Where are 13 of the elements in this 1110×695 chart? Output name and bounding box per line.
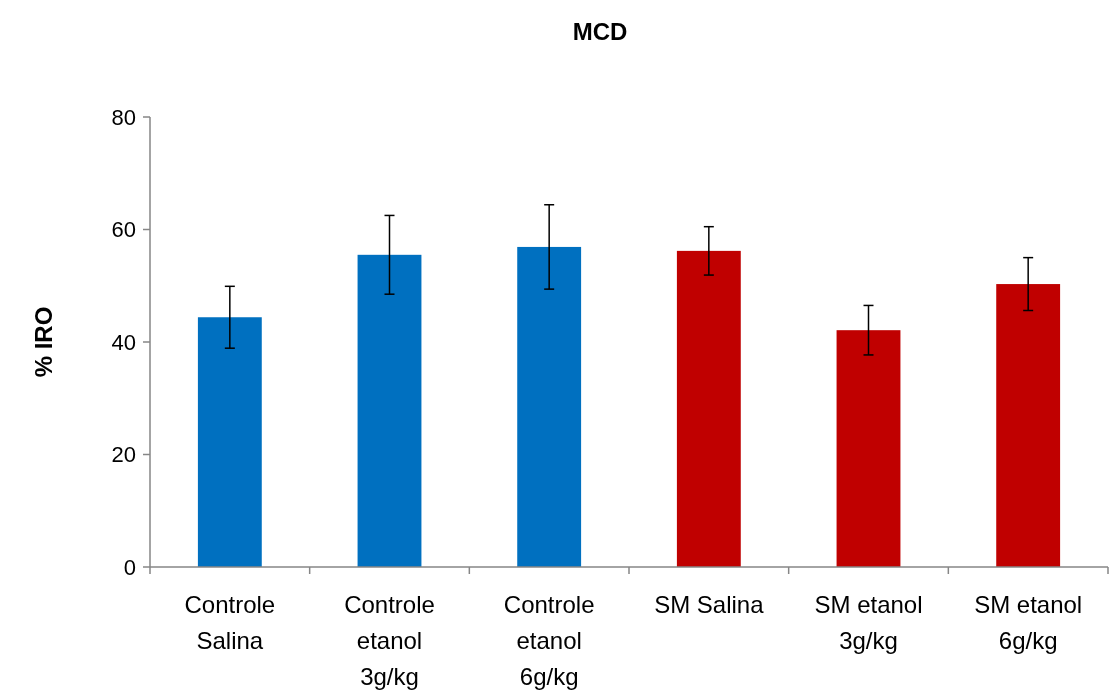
y-axis-title: % IRO (30, 306, 57, 378)
y-tick-label: 60 (111, 217, 136, 243)
chart-title: MCD (572, 18, 628, 45)
y-tick-label: 40 (111, 329, 136, 355)
y-tick-label: 20 (111, 442, 136, 468)
x-tick-label: Controle Salina (184, 591, 276, 654)
x-tick-label: SM etanol 3g/kg (814, 591, 923, 654)
x-tick-label: SM Salina (654, 591, 765, 618)
x-tick-label: Controle etanol 6g/kg (503, 591, 595, 690)
x-tick-label: SM etanol 6g/kg (974, 591, 1083, 654)
y-tick-label: 0 (123, 554, 136, 580)
x-tick-label: Controle etanol 3g/kg (344, 591, 435, 690)
y-tick-label: 80 (111, 104, 136, 130)
